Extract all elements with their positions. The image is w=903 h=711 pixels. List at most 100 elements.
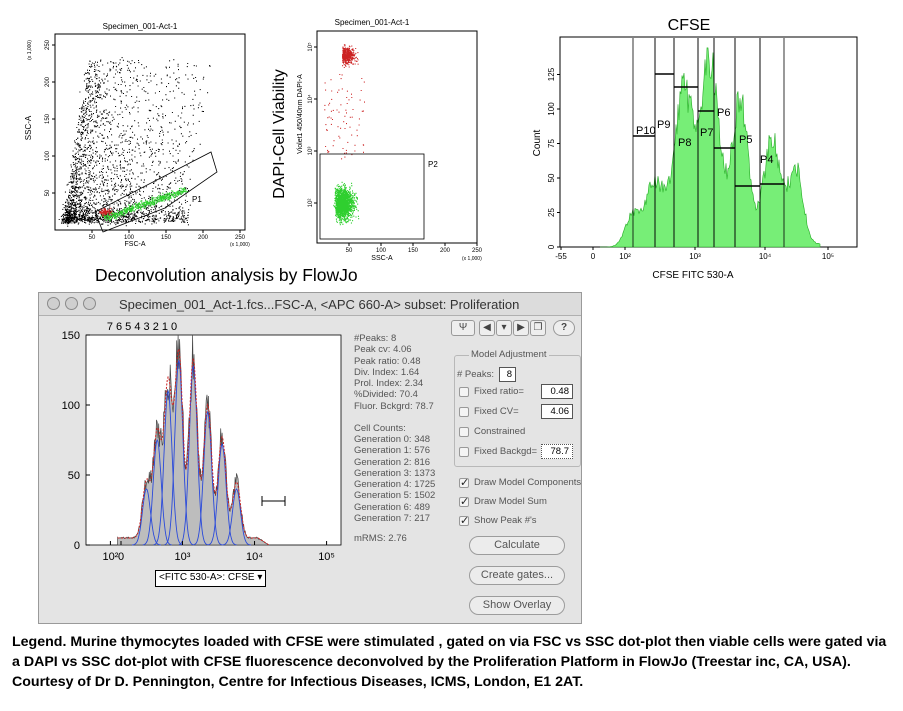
panel1-title: Specimen_001-Act-1 (103, 22, 178, 31)
deconv-xtick-label: 10³ (175, 551, 191, 563)
deconv-ytick-label: 50 (68, 470, 80, 482)
gaussian-component (132, 488, 161, 546)
create-gates-button[interactable]: Create gates... (469, 566, 565, 585)
constrained-label: Constrained (474, 426, 526, 437)
cfse-gate-label: P6 (717, 107, 730, 119)
panel1-ytick-label: 200 (45, 76, 51, 87)
axis-parameter-select[interactable]: <FITC 530-A>: CFSE ▾ (155, 570, 267, 587)
panel3-ytick-label: 50 (547, 173, 556, 182)
stat-line: Div. Index: 1.64 (354, 366, 420, 378)
panel2-xtick-label: 100 (376, 248, 387, 254)
panel1-ylabel: SSC-A (25, 115, 33, 140)
panel3-xtick-label: 10³ (689, 252, 701, 261)
panel2-xtick-label: 250 (472, 248, 483, 254)
copy-icon[interactable]: ❐ (530, 320, 546, 336)
fixed-backgd-checkbox[interactable] (459, 446, 469, 457)
panel1-yticks: 50 100 150 200 250 (45, 39, 55, 196)
panel3-xtick-label: 10⁵ (822, 252, 834, 261)
peaks-row: # Peaks: (457, 369, 494, 380)
next-arrow-icon[interactable]: ▶ (513, 320, 529, 336)
close-window-button[interactable] (47, 297, 60, 310)
panel2-xticks: 50 100 150 200 250 (346, 243, 483, 254)
deconv-ytick-label: 0 (74, 540, 80, 552)
panel3-ytick-label: 100 (547, 102, 556, 116)
panel1-xlabel: FSC-A (125, 241, 146, 248)
panel3-ytick-label: 75 (547, 139, 556, 148)
draw-sum-row: Draw Model Sum (459, 495, 547, 508)
gate-p1-polygon (94, 151, 218, 233)
deconv-xtick-label: 10⁴ (246, 551, 263, 563)
tool-fork-icon[interactable]: Ψ (451, 320, 475, 336)
cfse-gate-label: P7 (700, 127, 713, 139)
prev-arrow-icon[interactable]: ◀ (479, 320, 495, 336)
panel1-xtick-label: 200 (198, 235, 209, 241)
window-titlebar[interactable]: Specimen_001_Act-1.fcs...FSC-A, <APC 660… (39, 293, 581, 316)
panel3-ylabel: Count (532, 129, 543, 156)
fixed-cv-label: Fixed CV= (474, 406, 519, 417)
deconv-ytick-label: 150 (62, 330, 80, 342)
fixed-cv-checkbox[interactable] (459, 406, 469, 417)
panel1-xtick-label: 100 (124, 235, 135, 241)
panel3-xticks: -55 0 10² 10³ 10⁴ 10⁵ (555, 247, 834, 261)
panel1-xtick-label: 150 (161, 235, 172, 241)
cell-count-line: Generation 1: 576 (354, 445, 431, 457)
panel2-ytick-label: 10² (308, 199, 314, 208)
help-button[interactable]: ? (553, 320, 575, 336)
fixed-backgd-input[interactable]: 78.7 (541, 444, 573, 459)
stat-line: Prol. Index: 2.34 (354, 378, 424, 390)
fixed-ratio-label: Fixed ratio= (474, 386, 524, 397)
statistics-block: #Peaks: 8 Peak cv: 4.06 Peak ratio: 0.48 Di… (354, 333, 434, 412)
gaussian-component (178, 365, 208, 546)
fsc-ssc-dotplot: Specimen_001-Act-1 P1 50 100 150 200 250 50 1… (25, 22, 250, 248)
minimize-window-button[interactable] (65, 297, 78, 310)
dropdown-arrow-icon[interactable]: ▾ (496, 320, 512, 336)
gaussian-component (222, 488, 251, 546)
panel2-ytick-label: 10³ (308, 147, 314, 156)
stat-line: Fluor. Bckgrd: 78.7 (354, 400, 434, 412)
cfse-gate-label: P8 (678, 137, 691, 149)
panel2-side-label: DAPI-Cell Viability (271, 69, 288, 199)
deconv-xtick-label: 10⁵ (318, 551, 335, 563)
draw-sum-checkbox[interactable] (459, 495, 469, 508)
zoom-window-button[interactable] (83, 297, 96, 310)
deconv-xtick-label: 10² (102, 551, 118, 563)
gaussian-component (164, 360, 194, 546)
cell-counts-block: Generation 0: 348 Generation 1: 576 Genera… (354, 434, 435, 524)
fixed-backgd-row: Fixed Backgd= (459, 446, 537, 457)
panel1-ytick-label: 100 (45, 150, 51, 161)
panel1-ytick-label: 250 (45, 39, 51, 50)
show-peaks-checkbox[interactable] (459, 514, 469, 527)
cell-counts-title: Cell Counts: (354, 423, 406, 434)
panel3-ytick-label: 0 (547, 244, 556, 249)
panel3-yticks: 0 25 50 75 100 125 (547, 67, 560, 249)
gaussian-component (207, 443, 237, 546)
draw-components-checkbox[interactable] (459, 476, 469, 489)
cell-count-line: Generation 3: 1373 (354, 467, 436, 479)
cfse-gate-label: P5 (739, 134, 752, 146)
panel2-yticks: 10⁵ 10⁴ 10³ 10² (307, 42, 317, 207)
show-overlay-button[interactable]: Show Overlay (469, 596, 565, 615)
gaussian-component (153, 389, 183, 546)
fixed-ratio-input[interactable]: 0.48 (541, 384, 573, 399)
draw-components-row: Draw Model Components (459, 476, 581, 489)
cfse-gate-label: P10 (636, 125, 656, 137)
figure-legend: Legend. Murine thymocytes loaded with CF… (12, 634, 887, 690)
peaks-input[interactable]: 8 (499, 367, 516, 382)
stat-line: #Peaks: 8 (354, 333, 397, 344)
fixed-ratio-checkbox[interactable] (459, 386, 469, 397)
constrained-checkbox[interactable] (459, 426, 469, 437)
cfse-gates: P10 P9 P8 P7 P6 P5 P4 (632, 38, 785, 247)
panel1-ytick-label: 50 (45, 189, 51, 196)
panel1-xticks: 50 100 150 200 250 (89, 230, 246, 241)
panel3-ytick-label: 25 (547, 208, 556, 217)
panel3-xtick-label: 0 (591, 252, 596, 261)
panel1-dots (58, 57, 211, 227)
axis-select-label: <FITC 530-A>: CFSE (159, 572, 255, 583)
deconv-ytick-label: 100 (62, 400, 80, 412)
model-adjustment-title: Model Adjustment (469, 349, 549, 360)
fixed-cv-input[interactable]: 4.06 (541, 404, 573, 419)
panel1-ymult: (x 1,000) (27, 40, 33, 60)
panel2-xtick-label: 200 (440, 248, 451, 254)
calculate-button[interactable]: Calculate (469, 536, 565, 555)
